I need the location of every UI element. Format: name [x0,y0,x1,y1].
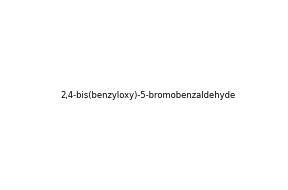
Text: 2,4-bis(benzyloxy)-5-bromobenzaldehyde: 2,4-bis(benzyloxy)-5-bromobenzaldehyde [60,91,235,101]
